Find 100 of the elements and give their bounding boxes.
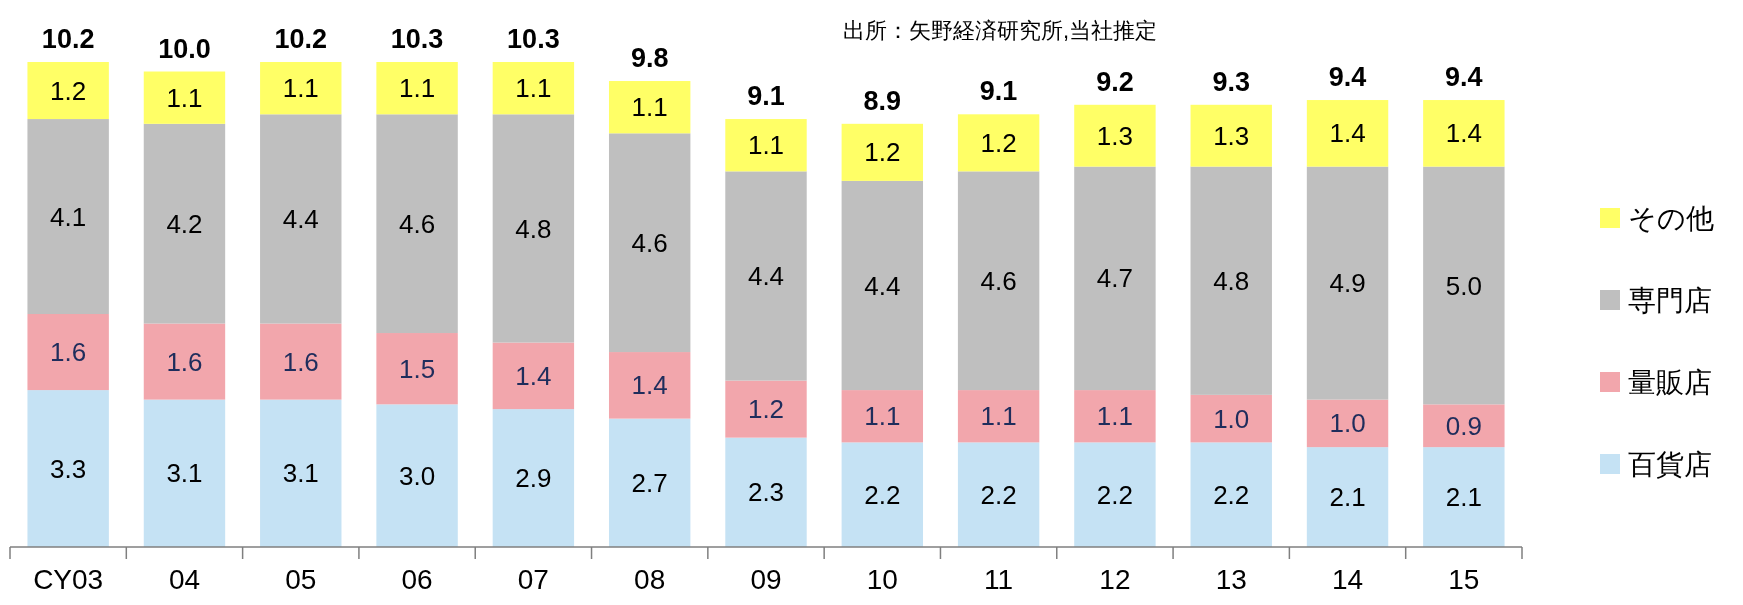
- data-label: 4.8: [515, 213, 552, 244]
- data-label: 1.1: [864, 401, 901, 432]
- data-label: 4.8: [1213, 265, 1250, 296]
- bar: [27, 390, 109, 547]
- bar: [27, 314, 109, 391]
- bar: [1306, 166, 1389, 400]
- x-tick-label: 09: [750, 564, 782, 595]
- data-label: 4.9: [1329, 268, 1366, 299]
- bar: [492, 114, 575, 343]
- legend-label: 百貨店: [1628, 448, 1712, 480]
- bar: [608, 81, 691, 134]
- data-label: 1.1: [515, 73, 552, 104]
- x-tick-label: 08: [634, 564, 666, 595]
- data-label: 2.9: [515, 463, 552, 494]
- bar: [957, 171, 1040, 391]
- bar: [260, 62, 342, 115]
- data-label: 2.2: [864, 479, 901, 510]
- data-label: 4.4: [747, 261, 785, 292]
- bar: [957, 390, 1040, 443]
- bar: [492, 62, 575, 115]
- bar: [260, 323, 342, 400]
- x-tick-label: 11: [984, 564, 1014, 595]
- bar: [376, 62, 458, 115]
- data-label: 1.5: [399, 353, 436, 384]
- data-label: 1.4: [1329, 118, 1366, 149]
- x-tick-label: 10: [866, 564, 898, 595]
- data-label: 3.1: [166, 458, 203, 489]
- bar: [1423, 100, 1505, 167]
- bar: [1074, 442, 1156, 547]
- bar: [1306, 399, 1389, 448]
- data-label: 1.4: [515, 360, 552, 391]
- bar: [27, 119, 109, 315]
- data-label: 4.2: [166, 208, 203, 239]
- bar: [27, 62, 109, 120]
- data-label: 1.0: [1213, 403, 1250, 434]
- bar: [841, 390, 924, 443]
- data-label: 1.1: [747, 130, 785, 161]
- data-label: 2.2: [1096, 479, 1133, 510]
- total-label: 10.3: [390, 24, 444, 54]
- data-label: 4.1: [50, 201, 87, 232]
- bar: [608, 133, 691, 353]
- bar: [1074, 166, 1156, 391]
- data-label: 1.1: [631, 92, 668, 123]
- text: 出所：矢野経済研究所,当社推定: [842, 18, 1158, 43]
- legend-label: 専門店: [1628, 284, 1712, 316]
- bar: [957, 442, 1040, 547]
- data-label: 1.2: [50, 75, 87, 106]
- data-label: 1.1: [1096, 401, 1133, 432]
- bar: [725, 437, 807, 547]
- data-label: 2.2: [980, 479, 1017, 510]
- data-label: 1.2: [864, 137, 901, 168]
- bar: [143, 123, 226, 324]
- bar: [376, 404, 458, 547]
- total-label: 10.0: [158, 33, 211, 64]
- total-label: 10.2: [274, 24, 328, 54]
- bar: [1306, 447, 1389, 547]
- data-label: 4.6: [980, 265, 1017, 296]
- total-label: 9.2: [1096, 66, 1134, 97]
- bar: [376, 333, 458, 405]
- legend-label: 量販店: [1628, 366, 1712, 398]
- bar: [725, 171, 807, 381]
- total-label: 9.1: [979, 76, 1018, 107]
- data-label: 1.4: [1445, 118, 1482, 149]
- data-label: 3.1: [282, 458, 319, 489]
- bar: [1190, 104, 1272, 167]
- data-label: 1.3: [1096, 120, 1133, 151]
- bar: [143, 323, 226, 400]
- bar: [841, 180, 924, 391]
- data-label: 1.6: [282, 346, 319, 377]
- bar: [1423, 404, 1505, 448]
- bar: [143, 399, 226, 547]
- data-label: 1.6: [166, 346, 203, 377]
- total-label: 10.2: [41, 24, 95, 54]
- bar: [725, 380, 807, 438]
- x-tick-label: 05: [285, 564, 317, 595]
- data-label: 1.1: [282, 73, 319, 104]
- bar: [1190, 442, 1272, 547]
- data-label: 1.1: [166, 82, 203, 113]
- data-label: 4.4: [282, 204, 319, 235]
- total-label: 9.3: [1212, 66, 1250, 97]
- data-label: 1.0: [1329, 408, 1366, 439]
- data-label: 4.4: [864, 270, 901, 301]
- bar: [1074, 104, 1156, 167]
- data-label: 2.7: [631, 467, 668, 498]
- bar: [1306, 100, 1389, 167]
- data-label: 4.6: [631, 227, 668, 258]
- data-label: 4.7: [1096, 263, 1133, 294]
- bar: [841, 442, 924, 547]
- bar: [608, 352, 691, 419]
- bar: [957, 114, 1040, 172]
- data-label: 2.2: [1213, 479, 1250, 510]
- data-label: 1.1: [399, 73, 436, 104]
- x-tick-label: 12: [1099, 564, 1131, 595]
- data-label: 5.0: [1445, 270, 1482, 301]
- data-label: 1.3: [1213, 120, 1250, 151]
- bar: [492, 342, 575, 410]
- data-label: 0.9: [1445, 410, 1482, 441]
- x-tick-label: 15: [1448, 564, 1480, 595]
- bar: [1190, 394, 1272, 443]
- total-label: 9.4: [1328, 62, 1367, 93]
